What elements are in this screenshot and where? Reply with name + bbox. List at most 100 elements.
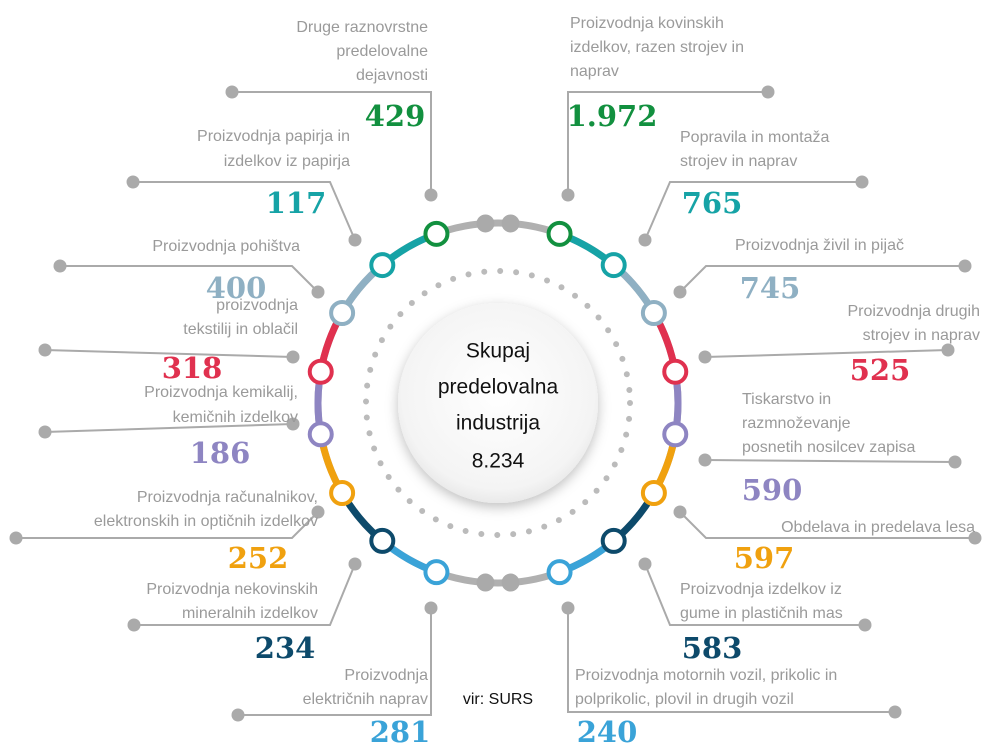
item-value: 765 — [682, 186, 743, 220]
item-label: gume in plastičnih mas — [680, 605, 843, 622]
ring-dot — [501, 214, 520, 233]
item-label: električnih naprav — [303, 691, 428, 708]
leader-dot — [638, 233, 652, 247]
leader-dot — [948, 455, 962, 469]
leader-dot — [761, 85, 775, 99]
item-label: strojev in naprav — [863, 327, 980, 344]
leader-line — [44, 349, 294, 358]
leader-dot — [673, 285, 687, 299]
item-value: 597 — [734, 541, 795, 575]
leader-dot — [126, 175, 140, 189]
leader-dot — [311, 285, 325, 299]
item-label: Tiskarstvo in — [742, 391, 831, 408]
item-label: naprav — [570, 63, 619, 80]
leader-dot — [941, 343, 955, 357]
leader-dot — [286, 350, 300, 364]
item-label: Proizvodnja pohištva — [152, 238, 300, 255]
leader-dot — [855, 175, 869, 189]
leader-dot — [698, 350, 712, 364]
leader-dot — [561, 601, 575, 615]
item-label: Proizvodnja drugih — [847, 303, 980, 320]
item-label: Popravila in montaža — [680, 129, 830, 146]
node — [307, 358, 334, 385]
item-value: 252 — [228, 541, 289, 575]
leader-dot — [968, 531, 982, 545]
leader-dot — [698, 453, 712, 467]
item-value: 240 — [577, 715, 638, 749]
leader-dot — [231, 708, 245, 722]
ring-dot — [476, 573, 495, 592]
leader-dot — [424, 188, 438, 202]
item-label: Proizvodnja nekovinskih — [146, 581, 318, 598]
item-label: Proizvodnja kemikalij, — [144, 384, 298, 401]
leader-line — [679, 265, 965, 293]
item-label: Proizvodnja živil in pijač — [735, 237, 904, 254]
source: vir: SURS — [463, 691, 533, 708]
leader-dot — [858, 618, 872, 632]
leader-dot — [225, 85, 239, 99]
item-label: posnetih nosilcev zapisa — [742, 439, 916, 456]
leader-dot — [9, 531, 23, 545]
center-label: industrija — [456, 412, 540, 435]
item-label: predelovalne — [336, 43, 428, 60]
item-label: kemičnih izdelkov — [173, 409, 298, 426]
leader-line — [704, 459, 956, 463]
leader-dot — [127, 618, 141, 632]
node — [662, 358, 689, 385]
leader-line — [644, 563, 865, 626]
item-value: 525 — [850, 353, 911, 387]
leader-line — [16, 511, 319, 539]
leader-dot — [53, 259, 67, 273]
node — [600, 527, 627, 554]
node — [369, 527, 396, 554]
node — [662, 421, 689, 448]
dotted-ring — [363, 268, 633, 538]
item-value: 234 — [255, 631, 316, 665]
item-label: Proizvodnja motornih vozil, prikolic in — [575, 667, 837, 684]
item-label: elektronskih in optičnih izdelkov — [94, 513, 318, 530]
item-value: 745 — [740, 271, 801, 305]
ring-dot — [476, 214, 495, 233]
center-label: Skupaj — [466, 340, 530, 363]
leader-dot — [561, 188, 575, 202]
item-label: proizvodnja — [216, 297, 298, 314]
item-label: strojev in naprav — [680, 153, 797, 170]
item-value: 186 — [190, 436, 251, 470]
item-value: 1.972 — [567, 99, 658, 133]
item-value: 400 — [206, 271, 267, 305]
node — [640, 480, 667, 506]
item-value: 583 — [682, 631, 743, 665]
leader-dot — [311, 505, 325, 519]
item-label: Proizvodnja kovinskih — [570, 15, 724, 32]
node — [640, 300, 667, 326]
node — [307, 421, 334, 448]
leader-line — [60, 265, 319, 293]
item-label: mineralnih izdelkov — [182, 605, 318, 622]
node — [329, 480, 356, 506]
leader-line — [644, 181, 862, 241]
ring-dot — [501, 573, 520, 592]
leader-line — [567, 91, 768, 195]
node — [423, 220, 450, 247]
leader-line — [704, 349, 949, 358]
leader-dot — [958, 259, 972, 273]
item-label: Obdelava in predelava lesa — [781, 519, 975, 536]
item-value: 318 — [162, 351, 223, 385]
item-value: 117 — [266, 186, 327, 220]
item-label: Proizvodnja papirja in — [197, 128, 350, 145]
item-label: tekstilij in oblačil — [183, 321, 298, 338]
item-label: razmnoževanje — [742, 415, 851, 432]
leader-dot — [638, 557, 652, 571]
center-disc — [398, 303, 598, 503]
leader-dot — [348, 557, 362, 571]
leader-line — [679, 511, 975, 539]
item-label: Proizvodnja izdelkov iz — [680, 581, 842, 598]
center-label: predelovalna — [438, 376, 559, 399]
leader-line — [567, 608, 895, 713]
center-total: 8.234 — [472, 450, 525, 473]
leader-dot — [673, 505, 687, 519]
item-value: 590 — [742, 473, 803, 507]
node — [329, 300, 356, 326]
leader-dot — [348, 233, 362, 247]
